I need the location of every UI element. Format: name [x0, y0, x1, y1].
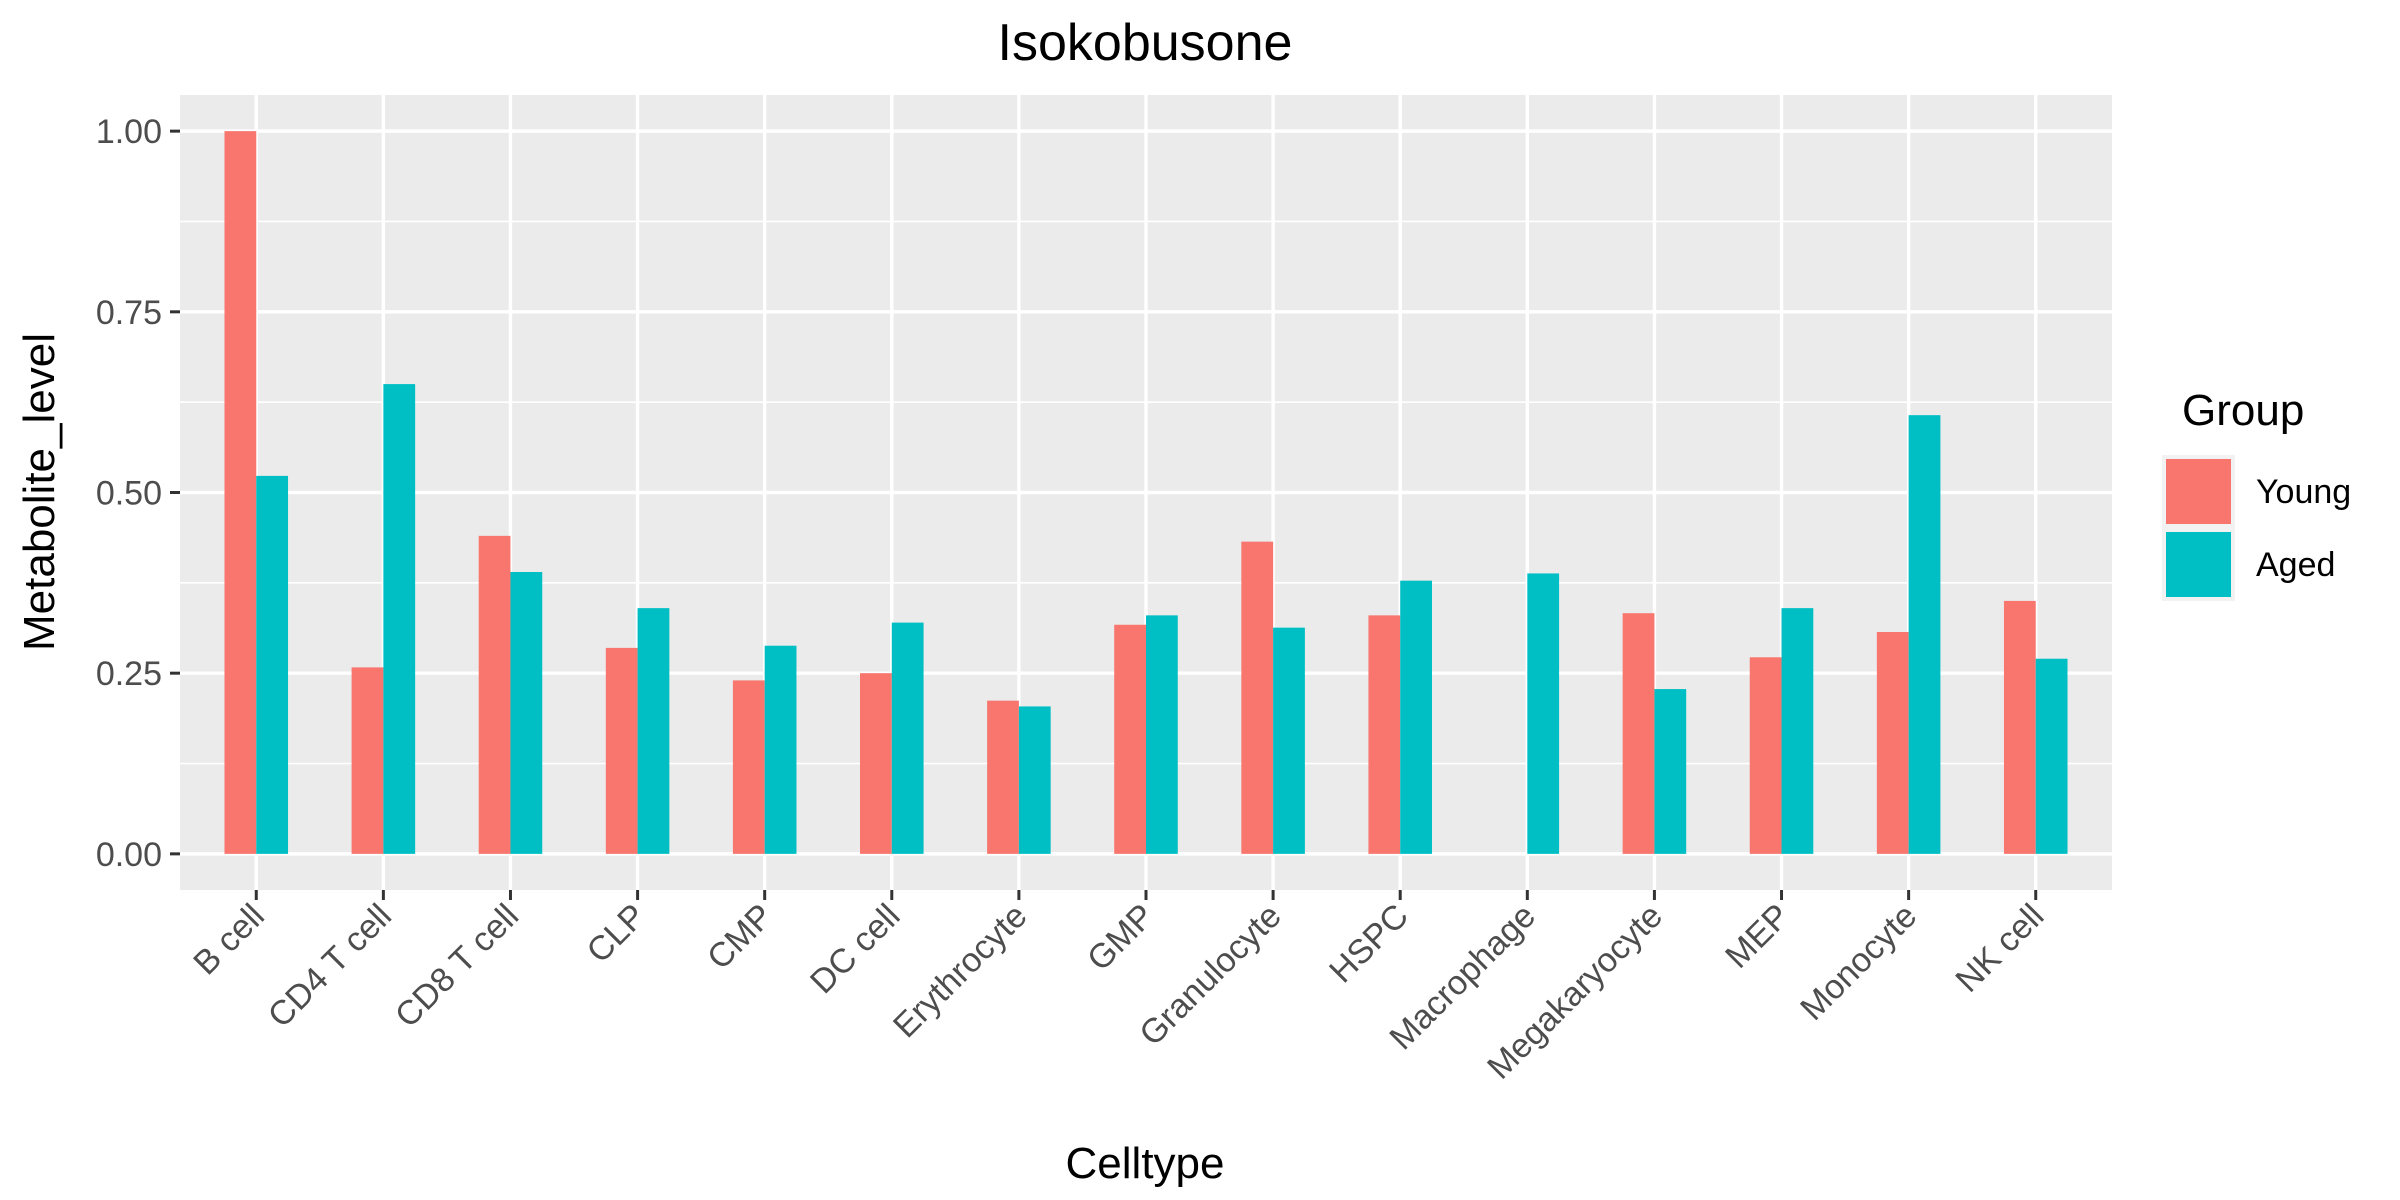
bar-aged-clp [637, 608, 670, 854]
legend-swatch-aged [2166, 532, 2231, 597]
bar-aged-granulocyte [1273, 627, 1305, 854]
bar-young-clp [605, 647, 638, 854]
x-tick-label: DC cell [803, 897, 907, 1001]
bar-young-erythrocyte [987, 700, 1019, 854]
x-tick-label: CLP [580, 897, 654, 971]
bar-aged-dc-cell [891, 622, 924, 854]
bar-young-nk-cell [2003, 600, 2036, 854]
bar-aged-hspc [1400, 580, 1432, 854]
bars [224, 131, 2068, 854]
bar-aged-nk-cell [2035, 658, 2068, 854]
bar-young-megakaryocyte [1622, 613, 1655, 854]
bar-young-b-cell [224, 131, 257, 854]
legend-swatch-young [2166, 459, 2231, 524]
y-tick-label: 0.00 [96, 836, 162, 874]
chart-title: Isokobusone [998, 14, 1293, 72]
y-axis: 0.00 0.25 0.50 0.75 1.00 [96, 113, 180, 874]
bar-young-monocyte [1876, 631, 1909, 854]
y-tick-label: 1.00 [96, 113, 162, 151]
bar-young-gmp [1114, 624, 1146, 854]
x-tick-label: CD4 T cell [261, 897, 399, 1035]
bar-young-dc-cell [860, 673, 892, 854]
y-tick-label: 0.50 [96, 475, 162, 513]
bar-aged-gmp [1146, 615, 1178, 854]
bar-aged-cd4-t-cell [383, 384, 416, 854]
bar-young-mep [1749, 657, 1782, 854]
x-tick-label: HSPC [1322, 897, 1416, 991]
x-tick-label: GMP [1080, 897, 1162, 979]
bar-aged-megakaryocyte [1654, 689, 1687, 854]
x-tick-label: B cell [186, 897, 272, 983]
x-tick-label: CMP [700, 897, 780, 977]
y-axis-title: Metabolite_level [15, 333, 64, 651]
bar-aged-cd8-t-cell [510, 572, 543, 854]
bar-young-cd8-t-cell [478, 535, 511, 854]
x-tick-label: Monocyte [1793, 897, 1924, 1028]
bar-young-hspc [1368, 615, 1401, 854]
legend: Group Young Aged [2162, 386, 2351, 601]
bar-young-cd4-t-cell [351, 667, 384, 854]
bar-young-cmp [732, 680, 765, 854]
bar-young-granulocyte [1241, 541, 1274, 854]
x-tick-label: Erythrocyte [886, 897, 1034, 1045]
x-axis-title: Celltype [1066, 1139, 1225, 1188]
bar-aged-b-cell [256, 475, 289, 854]
bar-aged-erythrocyte [1018, 706, 1051, 854]
x-tick-label: MEP [1718, 897, 1797, 976]
bar-aged-macrophage [1527, 573, 1560, 854]
legend-label-young: Young [2256, 473, 2351, 511]
x-tick-label: CD8 T cell [388, 897, 526, 1035]
bar-aged-monocyte [1908, 415, 1941, 854]
y-tick-label: 0.75 [96, 294, 162, 332]
x-tick-label: NK cell [1948, 897, 2051, 1000]
legend-label-aged: Aged [2256, 546, 2335, 584]
legend-title: Group [2182, 386, 2304, 435]
y-tick-label: 0.25 [96, 655, 162, 693]
bar-aged-mep [1781, 608, 1814, 854]
bar-aged-cmp [764, 645, 797, 854]
